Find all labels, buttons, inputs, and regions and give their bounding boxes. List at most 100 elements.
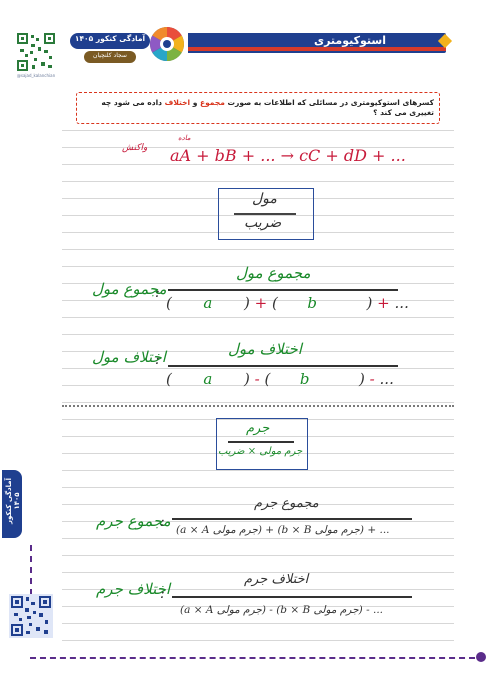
ruled-line [62, 181, 454, 182]
plus-sign: + [377, 294, 390, 312]
mass-ratio-box [216, 418, 308, 470]
ruled-line [62, 504, 454, 505]
mole-ratio-top: مول [252, 191, 277, 207]
page-title: استوکیومتری [314, 34, 386, 47]
ruled-line [62, 538, 454, 539]
ruled-line [62, 266, 454, 267]
sum-mass-bar [172, 518, 412, 520]
question-box [76, 92, 440, 124]
sum-mass-numerator: مجموع جرم [254, 496, 319, 511]
plus-sign: + [254, 294, 268, 312]
mass-ratio-bar [228, 441, 294, 443]
sum-mol-label: مجموع مول [92, 280, 167, 298]
coef-a: a [203, 294, 213, 312]
ruled-line [62, 453, 454, 454]
coef-a: a [203, 370, 213, 388]
ruled-line [62, 334, 454, 335]
paren-open: ( [166, 370, 172, 388]
ruled-line [62, 623, 454, 624]
equation-terms: aA + bB + ... → cC + dD + ... [170, 146, 406, 165]
ruled-line [62, 436, 454, 437]
ruled-line [62, 147, 454, 148]
mole-ratio-bottom: ضریب [244, 215, 282, 231]
question-term-diff: اختلاف [164, 98, 191, 107]
ruled-line [62, 198, 454, 199]
question-middle: و [190, 98, 200, 107]
colon: : [160, 514, 165, 530]
ellipsis: ... [394, 294, 409, 312]
ruled-line [62, 470, 454, 471]
sum-mol-denominator: ( a ) + ( b ) + ... [166, 294, 409, 312]
sum-mass-label: مجموع جرم [96, 512, 171, 530]
author-pill [84, 51, 136, 63]
ruled-line [62, 572, 454, 573]
colon: : [155, 285, 160, 301]
bottom-dash-line [30, 657, 485, 659]
ruled-line [62, 249, 454, 250]
coef-b: b [307, 294, 317, 312]
colon: : [160, 586, 165, 602]
section-divider [62, 405, 454, 407]
author-label: سجاد کلنچیان [93, 52, 127, 59]
diff-mol-denominator: ( a ) - ( b ) - ... [166, 370, 394, 388]
side-tab [2, 470, 22, 538]
ruled-line [62, 317, 454, 318]
qr-caption: @sajad_kalanchian [16, 73, 56, 78]
mole-ratio-bar [234, 213, 296, 215]
paren-close: ) [366, 294, 373, 312]
ruled-line [62, 283, 454, 284]
brand-logo-icon [148, 25, 186, 63]
diff-mol-bar [168, 365, 398, 367]
sum-mol-bar [168, 289, 398, 291]
paren-open: ( [264, 370, 271, 388]
diff-mass-bar [172, 596, 412, 598]
header-stripe [188, 47, 446, 51]
ruled-line [62, 215, 454, 216]
ruled-line [62, 402, 454, 403]
ruled-line [62, 487, 454, 488]
qr-code-icon[interactable] [9, 594, 53, 638]
ellipsis: ... [379, 370, 394, 388]
equation-note-reaction: واکنش [122, 143, 148, 153]
coef-b: b [299, 370, 310, 388]
minus-sign: - [254, 370, 260, 388]
equation-note-substance: ماده [178, 134, 191, 142]
question-text: کسرهای استوکیومتری در مسائلی که اطلاعات … [80, 98, 434, 118]
question-prefix: کسرهای استوکیومتری در مسائلی که اطلاعات … [224, 98, 434, 107]
bottom-dot [476, 652, 486, 662]
ruled-line [62, 368, 454, 369]
ruled-line [62, 521, 454, 522]
ruled-line [62, 385, 454, 386]
mass-ratio-top: جرم [246, 421, 270, 436]
diff-mass-denominator: (a × A جرم مولی) - (b × B جرم مولی) - ..… [180, 604, 384, 616]
question-term-sum: مجموع [199, 98, 225, 107]
colon: : [155, 352, 160, 368]
paren-close: ) [359, 370, 365, 388]
ruled-line [62, 419, 454, 420]
ruled-line [62, 589, 454, 590]
minus-sign: - [369, 370, 375, 388]
ruled-line [62, 606, 454, 607]
mole-ratio-box [218, 188, 314, 240]
ruled-line [62, 555, 454, 556]
ruled-line [62, 300, 454, 301]
diff-mol-label: اختلاف مول [92, 348, 166, 366]
sum-mass-denominator: (a × A جرم مولی) + (b × B جرم مولی) + ..… [176, 524, 390, 536]
brand-pill [70, 33, 150, 49]
sum-mol-numerator: مجموع مول [236, 264, 311, 282]
diff-mass-label: اختلاف جرم [96, 580, 171, 598]
ruled-line [62, 130, 454, 131]
ruled-line [62, 164, 454, 165]
paren-open: ( [271, 294, 278, 312]
ruled-line [62, 232, 454, 233]
paren-close: ) [243, 370, 250, 388]
side-tab-label: آمادگی کنکور ۱۴۰۵ [5, 478, 21, 524]
qr-code-icon[interactable] [16, 32, 56, 72]
diff-mass-numerator: اختلاف جرم [244, 572, 309, 587]
ruled-line [62, 640, 454, 641]
brand-label: آمادگی کنکور ۱۴۰۵ [74, 34, 146, 43]
diff-mol-numerator: اختلاف مول [228, 340, 302, 358]
paren-close: ) [243, 294, 250, 312]
ruled-line [62, 351, 454, 352]
side-dash-line [30, 545, 34, 595]
